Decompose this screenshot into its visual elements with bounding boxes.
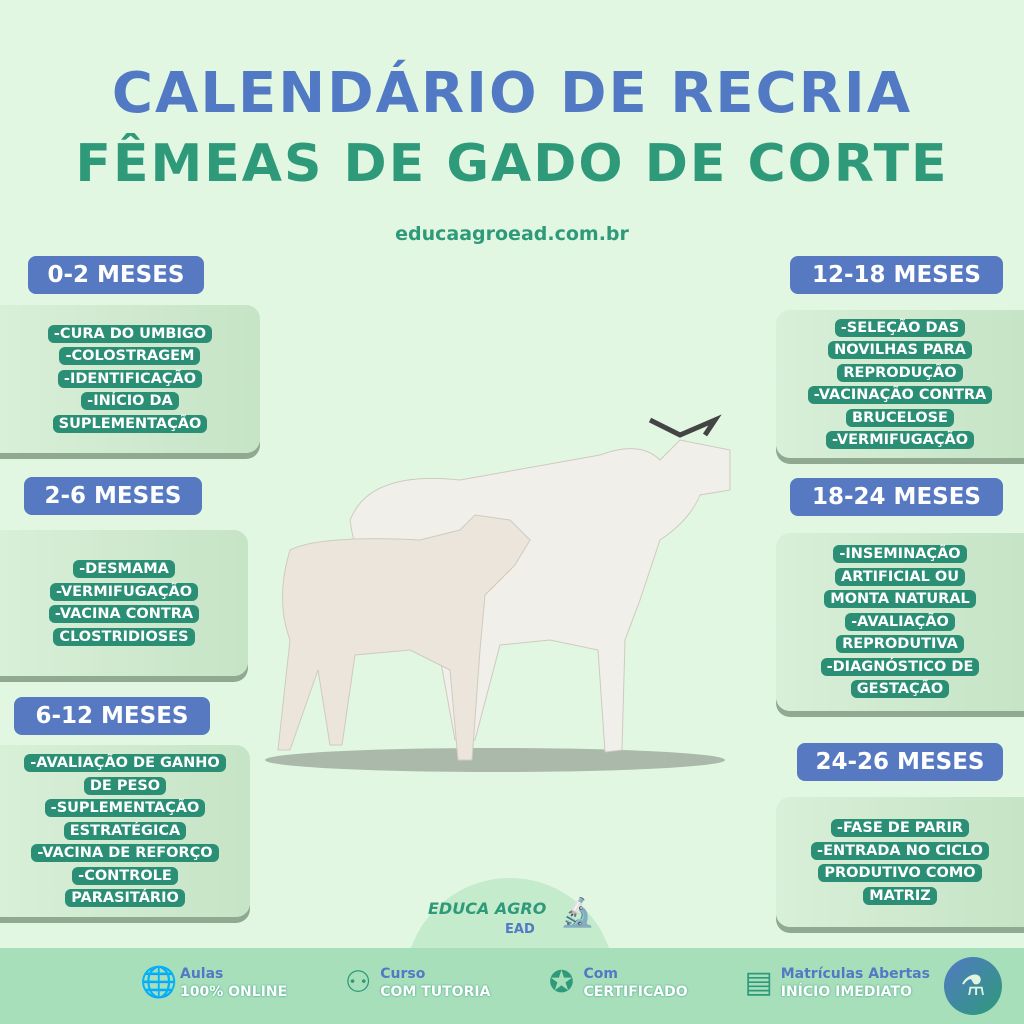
footer-item-title: Aulas [180,966,224,982]
stage-item: -INÍCIO DA [81,392,179,411]
presentation-screen-icon: ▤ [744,965,773,1000]
microscope-leaf-logo-icon: 🔬 [560,896,595,929]
footer-item-subtitle: INÍCIO IMEDIATO [780,984,912,1000]
stage-label-6-12: 6-12 MESES [14,697,210,735]
stage-label-2-6: 2-6 MESES [24,477,202,515]
stage-item: REPRODUÇÃO [837,363,963,382]
stage-items: -SELEÇÃO DAS NOVILHAS PARA REPRODUÇÃO -VACI… [807,317,993,452]
stage-item: REPRODUTIVA [836,635,964,654]
stage-items: -FASE DE PARIR -ENTRADA NO CICLO PRODUTIVO… [811,817,989,907]
footer-item-subtitle: CERTIFICADO [583,984,688,1000]
stage-label-12-18: 12-18 MESES [790,256,1003,294]
logo-text: EDUCA AGRO [428,899,547,918]
footer-bar [0,948,1024,1024]
brand-badge-icon: ⚗ [944,957,1002,1015]
stage-item: ESTRATÉGICA [63,821,187,840]
title-line-2: FÊMEAS DE GADO DE CORTE [75,134,949,194]
stage-item: MONTA NATURAL [824,590,976,609]
footer-item-matriculas: ▤ Matrículas Abertas INÍCIO IMEDIATO [741,962,930,1004]
calf-body [277,514,531,761]
cattle-image [265,414,731,772]
stage-item: PRODUTIVO COMO [818,864,982,882]
stage-box-12-18: -SELEÇÃO DAS NOVILHAS PARA REPRODUÇÃO -VACI… [776,310,1024,458]
stage-item: BRUCELOSE [846,408,954,427]
footer-item-tutoria: ⚇ Curso COM TUTORIA [340,962,491,1004]
stage-item: -FASE DE PARIR [830,819,970,837]
stage-item: -AVALIAÇÃO [845,612,955,631]
stage-item: -COLOSTRAGEM [59,347,201,366]
logo-subtext: EAD [505,922,535,937]
globe-cursor-icon: 🌐 [140,965,178,1000]
footer-item-title: Matrículas Abertas [780,966,930,982]
stage-item: CLOSTRIDIOSES [53,627,195,646]
stage-box-0-2: -CURA DO UMBIGO -COLOSTRAGEM -IDENTIFICAÇÃ… [0,305,260,453]
cow-horns [648,414,722,438]
stage-item: DE PESO [83,776,167,795]
stage-item: -DIAGNÓSTICO DE [820,657,980,676]
stage-item: -VACINA CONTRA [48,605,200,623]
stage-item: -VERMIFUGAÇÃO [825,431,975,449]
stage-box-18-24: -INSEMINAÇÃO ARTIFICIAL OU MONTA NATURAL -A… [776,533,1024,711]
stage-item: GESTAÇÃO [850,680,950,699]
stage-item: -SELEÇÃO DAS [834,318,966,337]
stage-item: NOVILHAS PARA [828,341,972,359]
stage-items: -INSEMINAÇÃO ARTIFICIAL OU MONTA NATURAL -A… [820,543,980,701]
title-line-1: CALENDÁRIO DE RECRIA [111,61,913,126]
stage-box-24-26: -FASE DE PARIR -ENTRADA NO CICLO PRODUTIVO… [776,797,1024,927]
stage-label-24-26: 24-26 MESES [797,743,1003,781]
footer-item-online: 🌐 Aulas 100% ONLINE [140,962,287,1004]
footer-item-subtitle: COM TUTORIA [380,984,491,1000]
stage-item: -CONTROLE [72,866,178,885]
stage-item: -DESMAMA [73,560,175,578]
stage-item: -VACINA DE REFORÇO [31,844,219,863]
footer-item-title: Com [583,966,618,982]
stage-label-18-24: 18-24 MESES [790,478,1003,516]
stage-item: -CURA DO UMBIGO [47,324,213,343]
stage-item: -ENTRADA NO CICLO [811,841,989,860]
footer-item-title: Curso [380,966,426,982]
footer-item-subtitle: 100% ONLINE [180,984,288,1000]
stage-items: -CURA DO UMBIGO -COLOSTRAGEM -IDENTIFICAÇÃ… [47,323,213,436]
stage-items: -AVALIAÇÃO DE GANHO DE PESO -SUPLEMENTAÇÃO… [24,752,226,910]
stage-item: -SUPLEMENTAÇÃO [44,799,206,818]
stage-item: -AVALIAÇÃO DE GANHO [24,754,226,773]
footer-item-certificado: ✪ Com CERTIFICADO [544,962,688,1004]
stage-item: -VERMIFUGAÇÃO [49,582,199,601]
stage-item: PARASITÁRIO [65,889,185,908]
stage-item: MATRIZ [863,886,937,905]
teacher-icon: ⚇ [344,965,372,1000]
stage-item: SUPLEMENTAÇÃO [52,414,208,433]
footer-items: 🌐 Aulas 100% ONLINE ⚇ Curso COM TUTORIA ✪ Com… [140,962,930,1004]
stage-items: -DESMAMA -VERMIFUGAÇÃO -VACINA CONTRA CLOST… [48,558,200,648]
award-ribbon-icon: ✪ [548,965,575,1000]
stage-item: -IDENTIFICAÇÃO [57,369,203,388]
website-link[interactable]: educaagroead.com.br [395,223,629,245]
stage-item: -VACINAÇÃO CONTRA [807,386,993,404]
ground-shadow [265,748,725,772]
stage-box-2-6: -DESMAMA -VERMIFUGAÇÃO -VACINA CONTRA CLOST… [0,530,248,676]
stage-label-0-2: 0-2 MESES [28,256,204,294]
stage-box-6-12: -AVALIAÇÃO DE GANHO DE PESO -SUPLEMENTAÇÃO… [0,745,250,917]
stage-item: -INSEMINAÇÃO [833,545,967,564]
stage-item: ARTIFICIAL OU [835,567,965,586]
